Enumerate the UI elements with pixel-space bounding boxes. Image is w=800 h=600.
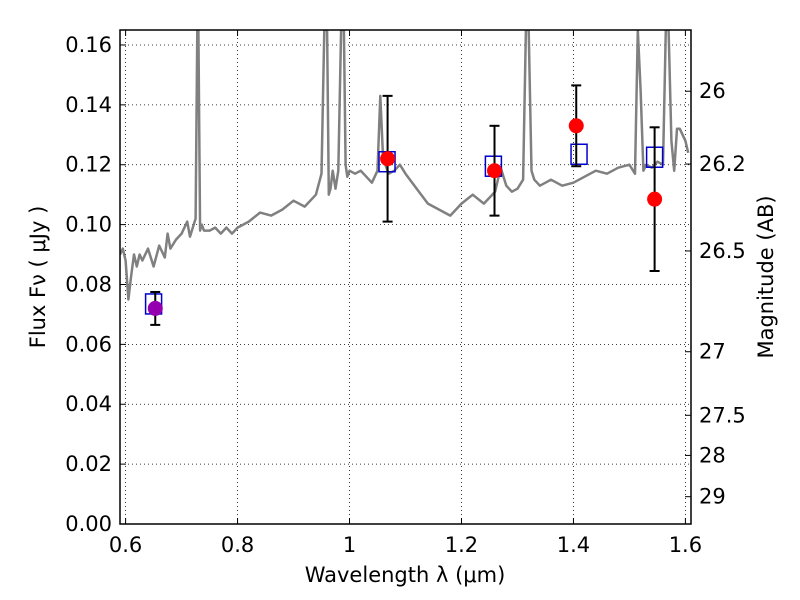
plot-frame bbox=[119, 29, 692, 525]
observed-flux-point bbox=[147, 300, 163, 316]
x-tick-label: 1.6 bbox=[669, 533, 702, 557]
y-axis-right-label: Magnitude (AB) bbox=[754, 195, 778, 358]
y-tick-label: 0.04 bbox=[65, 392, 112, 416]
markers-layer bbox=[144, 84, 664, 326]
y-tick-label: 0.14 bbox=[65, 93, 112, 117]
y-tick-label: 0.16 bbox=[65, 33, 112, 57]
y-tick-label: 0.12 bbox=[65, 153, 112, 177]
magnitude-tick-label: 26.5 bbox=[699, 239, 746, 263]
y-tick-label: 0.08 bbox=[65, 272, 112, 296]
y-axis-label: Flux Fν ( μJy ) bbox=[26, 206, 50, 349]
y-axis-right: 26 26.2 26.5 27 27.5 28 29 bbox=[685, 79, 746, 509]
x-tick-label: 0.6 bbox=[109, 533, 142, 557]
observed-flux-point bbox=[647, 191, 663, 207]
x-tick-label: 1.4 bbox=[557, 533, 590, 557]
series-layer bbox=[120, 30, 690, 301]
x-tick-label: 1.2 bbox=[445, 533, 478, 557]
magnitude-tick-label: 29 bbox=[699, 485, 726, 509]
x-axis-label: Wavelength λ (μm) bbox=[305, 563, 506, 587]
magnitude-tick-label: 26 bbox=[699, 79, 726, 103]
observed-flux-point bbox=[380, 151, 396, 167]
model-photometry-square bbox=[570, 143, 588, 165]
observed-flux-point bbox=[568, 118, 584, 134]
y-tick-label: 0.10 bbox=[65, 213, 112, 237]
x-tick-label: 0.8 bbox=[221, 533, 254, 557]
model-spectrum-line bbox=[120, 30, 690, 301]
y-tick-label: 0.06 bbox=[65, 332, 112, 356]
y-axis-left: 0.00 0.02 0.04 0.06 0.08 0.10 0.12 0.14 0.16 bbox=[65, 33, 126, 536]
magnitude-tick-label: 28 bbox=[699, 443, 726, 467]
magnitude-tick-label: 26.2 bbox=[699, 152, 746, 176]
observed-flux-point bbox=[487, 163, 503, 179]
y-tick-label: 0.02 bbox=[65, 452, 112, 476]
magnitude-tick-label: 27.5 bbox=[699, 403, 746, 427]
plot-background bbox=[120, 30, 691, 524]
x-axis: 0.6 0.8 1 1.2 1.4 1.6 bbox=[109, 30, 702, 557]
magnitude-tick-label: 27 bbox=[699, 340, 726, 364]
x-tick-label: 1 bbox=[343, 533, 356, 557]
y-tick-label: 0.00 bbox=[65, 512, 112, 536]
